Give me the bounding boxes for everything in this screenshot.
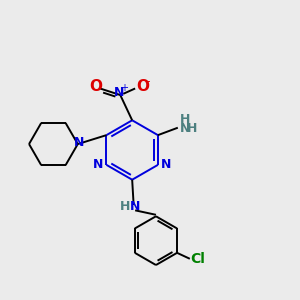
Text: N: N	[161, 158, 171, 171]
Text: H: H	[187, 122, 197, 135]
Text: N: N	[93, 158, 103, 171]
Text: N: N	[114, 86, 124, 99]
Text: Cl: Cl	[190, 252, 205, 266]
Text: N: N	[74, 136, 84, 149]
Text: H: H	[120, 200, 130, 213]
Text: O: O	[89, 79, 102, 94]
Text: N: N	[130, 200, 140, 213]
Text: +: +	[120, 83, 128, 94]
Text: -: -	[146, 74, 150, 88]
Text: N: N	[179, 122, 190, 135]
Text: O: O	[137, 79, 150, 94]
Text: H: H	[179, 113, 190, 126]
